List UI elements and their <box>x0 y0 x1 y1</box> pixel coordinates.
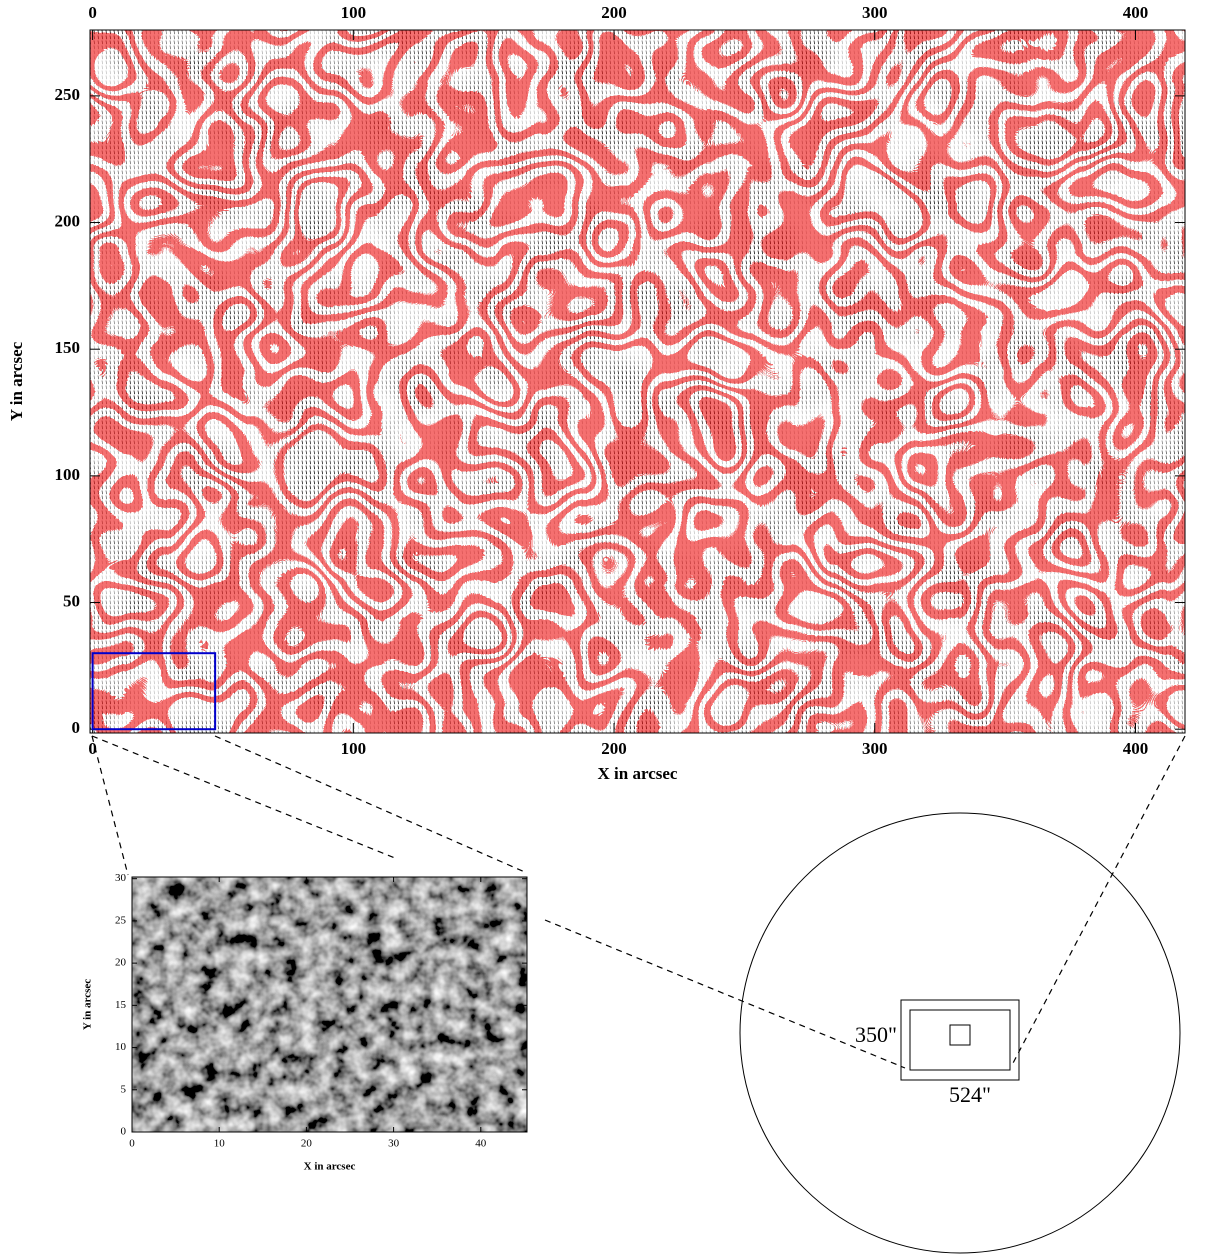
sun-disk <box>739 812 1181 1254</box>
granulation-image <box>132 877 527 1132</box>
x-tick-label-top: 400 <box>1123 3 1149 22</box>
x-tick-label: 300 <box>862 739 888 758</box>
x-tick-label: 200 <box>601 739 627 758</box>
y-tick-label: 100 <box>55 465 81 484</box>
zoom-line <box>544 919 906 1069</box>
zoom-lines <box>91 735 1186 1069</box>
y-tick-label: 200 <box>55 211 81 230</box>
x-tick-label-top: 100 <box>341 3 367 22</box>
y-tick-label: 30 <box>115 872 127 884</box>
y-tick-label: 250 <box>55 85 81 104</box>
small-field <box>949 1024 971 1046</box>
red-contours <box>90 30 1185 733</box>
zoom-line <box>1011 735 1186 1066</box>
x-tick-label: 100 <box>341 739 367 758</box>
x-tick-label-top: 300 <box>862 3 888 22</box>
x-tick-label: 40 <box>475 1138 487 1150</box>
x-axis-label: X in arcsec <box>598 764 678 783</box>
x-tick-label-top: 200 <box>601 3 627 22</box>
y-tick-label: 20 <box>115 957 127 969</box>
y-axis-label: Y in arcsec <box>82 979 94 1030</box>
x-tick-label: 20 <box>301 1138 313 1150</box>
y-tick-label: 50 <box>63 591 80 610</box>
y-tick-label: 25 <box>115 914 127 926</box>
x-tick-label: 400 <box>1123 739 1149 758</box>
width-label: 524" <box>949 1082 991 1107</box>
y-tick-label: 15 <box>115 999 127 1011</box>
zoom-line <box>214 735 528 874</box>
y-tick-label: 150 <box>55 338 81 357</box>
x-tick-label-top: 0 <box>88 3 97 22</box>
x-tick-label: 0 <box>88 739 97 758</box>
y-axis-label: Y in arcsec <box>7 341 26 421</box>
x-axis-label: X in arcsec <box>304 1161 356 1173</box>
height-label: 350" <box>855 1022 897 1047</box>
x-tick-label: 30 <box>388 1138 400 1150</box>
zoom-region <box>91 652 217 731</box>
y-tick-label: 5 <box>121 1083 127 1095</box>
plot-frame <box>89 29 1186 734</box>
x-tick-label: 10 <box>214 1138 226 1150</box>
inner-field <box>909 1009 1011 1071</box>
outer-field <box>900 999 1020 1081</box>
y-tick-label: 0 <box>121 1126 127 1138</box>
y-tick-label: 10 <box>115 1041 127 1053</box>
x-tick-label: 0 <box>129 1138 135 1150</box>
sun-disk-diagram <box>739 812 1181 1254</box>
plot-frame <box>131 876 528 1133</box>
y-tick-label: 0 <box>72 718 81 737</box>
zoom-line <box>91 735 129 876</box>
